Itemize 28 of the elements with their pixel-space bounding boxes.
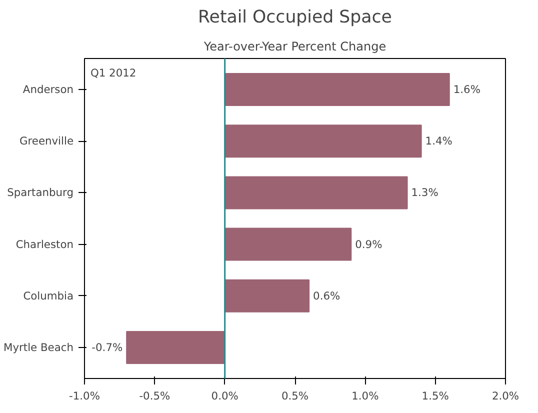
- y-tick-label: Greenville: [19, 134, 74, 148]
- x-tick-label: 1.0%: [352, 390, 379, 402]
- chart-subtitle: Year-over-Year Percent Change: [202, 40, 386, 54]
- y-tick-label: Spartanburg: [7, 186, 74, 200]
- data-label: 0.6%: [313, 289, 340, 302]
- chart-title: Retail Occupied Space: [198, 8, 392, 28]
- bar: [224, 176, 408, 210]
- bar: [126, 331, 226, 364]
- y-tick-label: Myrtle Beach: [4, 341, 74, 354]
- data-label: -0.7%: [92, 341, 123, 354]
- x-tick-label: 2.0%: [492, 390, 520, 402]
- x-tick-label: 1.5%: [422, 390, 449, 402]
- bar: [224, 72, 450, 106]
- data-label: 0.9%: [355, 238, 382, 251]
- data-label: 1.4%: [425, 134, 452, 148]
- data-label: 1.6%: [453, 82, 480, 96]
- y-tick-label: Anderson: [22, 82, 74, 96]
- x-tick-label: 0.5%: [281, 390, 309, 402]
- bar: [224, 279, 310, 312]
- x-tick-label: -1.0%: [69, 390, 100, 402]
- bar: [224, 124, 422, 158]
- x-tick-label: 0.0%: [211, 390, 238, 402]
- y-tick-label: Charleston: [16, 238, 74, 251]
- data-label: 1.3%: [411, 186, 438, 200]
- y-tick-label: Columbia: [23, 289, 74, 302]
- annotation: Q1 2012: [90, 66, 136, 80]
- bar: [224, 228, 352, 261]
- x-tick-label: -0.5%: [139, 390, 170, 402]
